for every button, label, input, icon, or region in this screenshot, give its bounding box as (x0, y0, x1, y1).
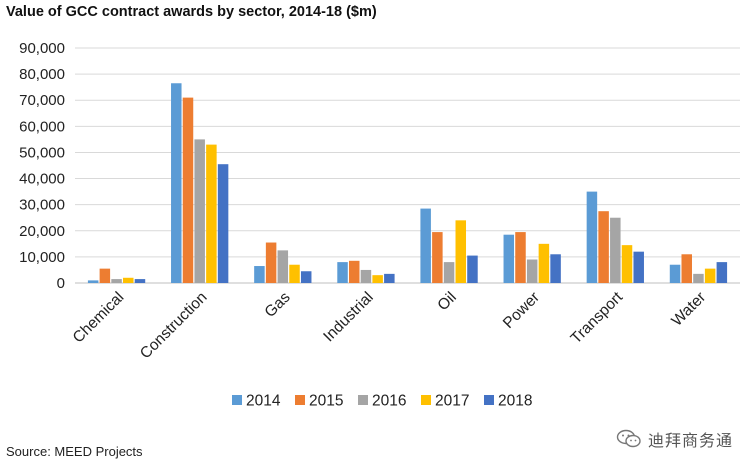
bar-construction-2018 (217, 164, 229, 283)
y-tick-label: 40,000 (19, 171, 65, 188)
bar-water-2014 (669, 264, 681, 283)
legend-swatch (358, 395, 368, 405)
bar-industrial-2014 (337, 262, 348, 283)
bar-transport-2014 (586, 191, 598, 283)
legend-swatch (295, 395, 305, 405)
bar-chemical-2018 (134, 279, 146, 283)
legend-label: 2018 (498, 393, 532, 410)
chart-title: Value of GCC contract awards by sector, … (6, 4, 377, 20)
bar-gas-2016 (277, 250, 289, 283)
legend-swatch (484, 395, 494, 405)
bar-power-2018 (550, 254, 561, 283)
bar-transport-2017 (621, 245, 633, 283)
legend-label: 2016 (372, 393, 406, 410)
bar-construction-2014 (171, 83, 182, 283)
watermark-text: 迪拜商务通 (648, 433, 734, 450)
x-tick-label: Water (668, 289, 709, 330)
bar-chemical-2014 (87, 280, 99, 283)
x-tick-label: Gas (262, 289, 294, 321)
x-tick-label: Chemical (70, 289, 128, 347)
legend-label: 2015 (309, 393, 343, 410)
bar-oil-2014 (420, 208, 431, 283)
wechat-icon (616, 429, 641, 448)
bar-gas-2015 (265, 242, 277, 283)
bar-industrial-2016 (360, 269, 372, 283)
x-tick-label: Transport (568, 288, 627, 347)
bar-chemical-2016 (111, 279, 122, 283)
bar-water-2016 (693, 273, 704, 283)
gridlines (75, 47, 740, 284)
y-tick-label: 70,000 (19, 92, 65, 109)
bar-power-2016 (526, 259, 538, 283)
legend-swatch (232, 395, 242, 405)
x-axis-labels: Chemical Construction Gas Industrial Oil Powe… (70, 288, 710, 362)
bar-oil-2018 (467, 255, 478, 283)
bar-chemical-2017 (123, 277, 134, 283)
bar-construction-2017 (206, 144, 217, 283)
bars (87, 83, 728, 283)
bar-oil-2017 (455, 220, 467, 283)
watermark: 迪拜商务通 (616, 427, 733, 451)
bar-gas-2018 (300, 271, 312, 283)
bar-gas-2014 (254, 266, 265, 283)
legend-swatch (421, 395, 431, 405)
bar-transport-2015 (598, 211, 609, 283)
legend-label: 2014 (246, 393, 281, 410)
bar-oil-2015 (432, 232, 443, 283)
legend: 2014 2015 2016 2017 2018 (232, 393, 532, 410)
y-tick-label: 10,000 (19, 249, 65, 266)
y-tick-label: 60,000 (19, 118, 65, 135)
bar-gas-2017 (289, 264, 300, 283)
bar-industrial-2017 (372, 275, 383, 283)
bar-power-2017 (538, 243, 550, 283)
x-tick-label: Power (500, 289, 543, 332)
bar-transport-2018 (633, 251, 644, 283)
y-tick-label: 80,000 (19, 66, 65, 83)
bar-oil-2016 (443, 262, 455, 283)
y-tick-label: 20,000 (19, 223, 65, 240)
x-tick-label: Oil (434, 289, 459, 314)
x-tick-label: Construction (137, 289, 211, 363)
bar-chemical-2015 (99, 268, 111, 283)
legend-label: 2017 (435, 393, 469, 410)
bar-industrial-2015 (348, 260, 360, 283)
bar-power-2014 (503, 234, 515, 283)
bar-power-2015 (515, 232, 526, 283)
y-axis-labels: 0 10,000 20,000 30,000 40,000 50,000 60,000 70,… (19, 40, 65, 292)
bar-water-2018 (716, 262, 728, 283)
x-tick-label: Industrial (320, 289, 377, 346)
bar-construction-2016 (194, 139, 205, 283)
bar-water-2017 (704, 268, 716, 283)
y-tick-label: 0 (57, 275, 65, 292)
bar-construction-2015 (182, 97, 194, 283)
y-tick-label: 90,000 (19, 40, 65, 57)
source-note: Source: MEED Projects (6, 444, 143, 459)
y-tick-label: 50,000 (19, 144, 65, 161)
bar-water-2015 (681, 254, 692, 283)
bar-transport-2016 (610, 217, 621, 283)
y-tick-label: 30,000 (19, 197, 65, 214)
bar-industrial-2018 (384, 273, 395, 283)
